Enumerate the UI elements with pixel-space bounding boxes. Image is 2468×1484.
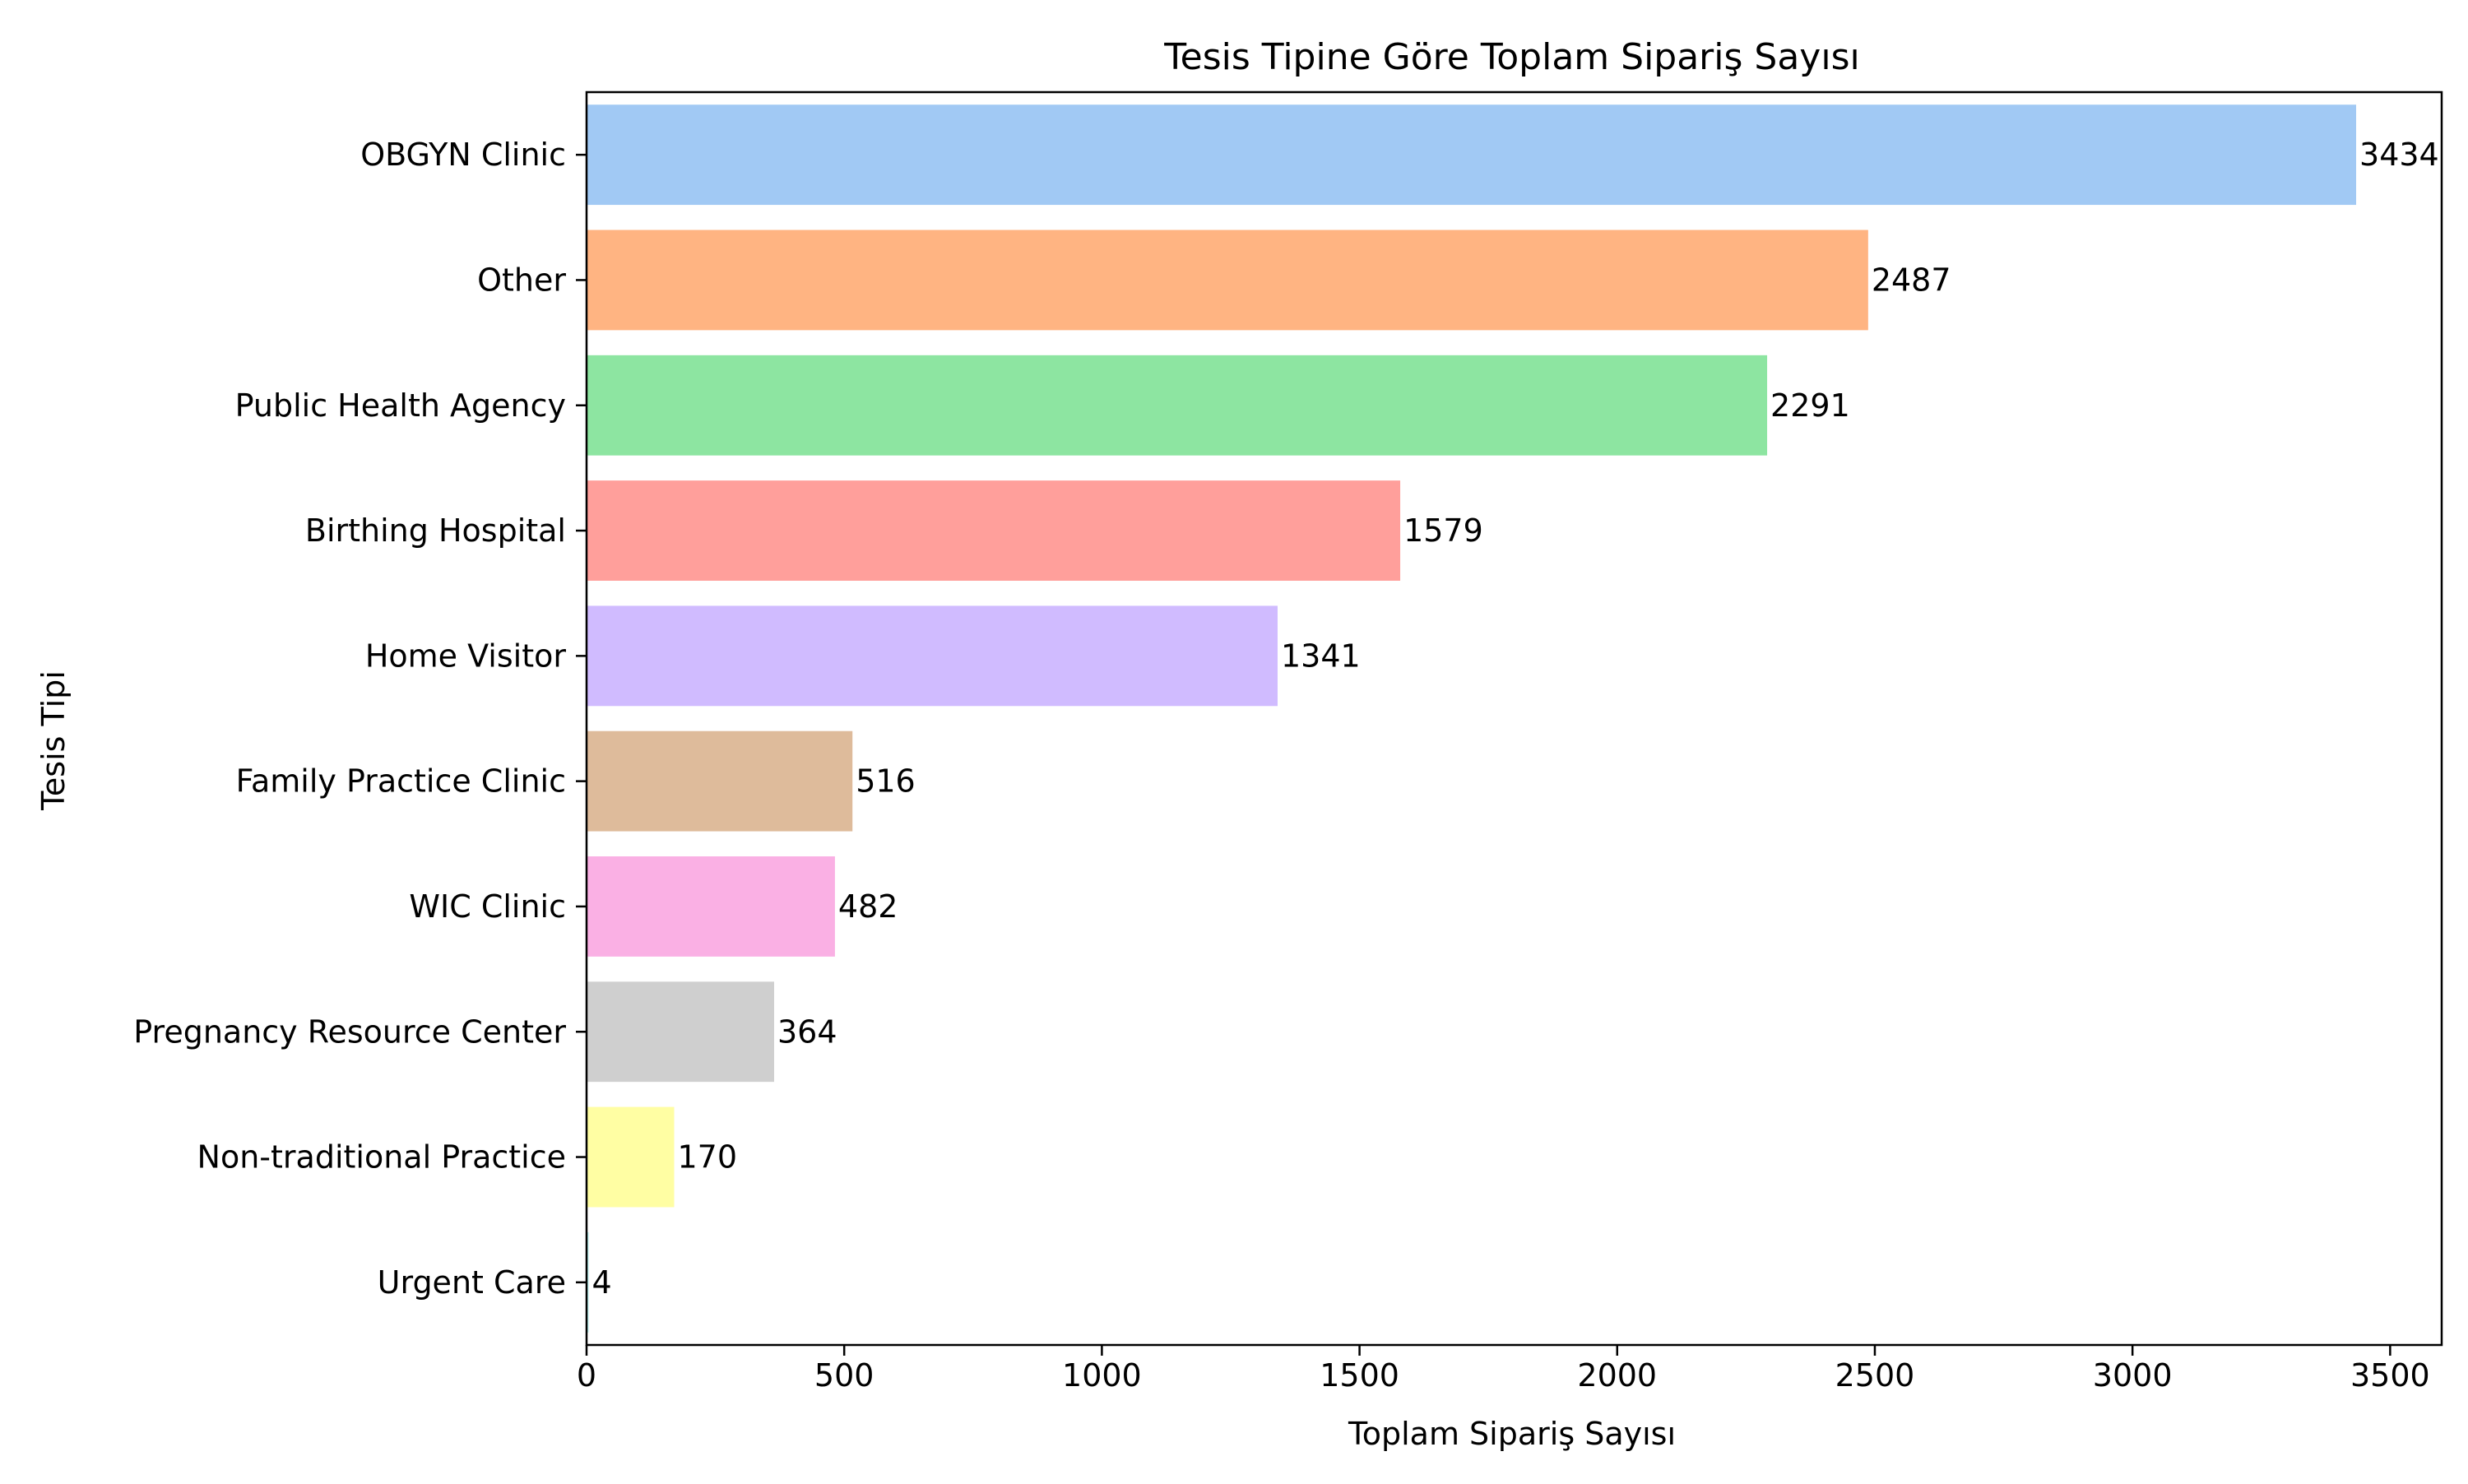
y-tick-label: Birthing Hospital [305,512,566,549]
x-tick-label: 3500 [2350,1357,2430,1394]
bar [587,104,2357,206]
data-label: 2487 [1872,262,1951,298]
bar [587,856,835,957]
data-label: 364 [777,1013,837,1050]
bar [587,730,853,832]
x-tick-label: 1000 [1062,1357,1142,1394]
x-axis-label: Toplam Sipariş Sayısı [1348,1416,1676,1452]
y-tick-label: OBGYN Clinic [360,137,566,173]
x-tick-label: 2000 [1577,1357,1657,1394]
data-label: 1579 [1403,512,1483,549]
data-label: 3434 [2359,137,2439,173]
bar [587,981,775,1083]
data-label: 2291 [1770,387,1850,424]
bar [587,355,1768,456]
data-labels-layer: 3434 2487 2291 1579 1341 516 482 364 170 4 [592,137,2439,1301]
bar [587,1231,589,1333]
y-tick-label: Home Visitor [365,638,567,674]
y-tick-label: Public Health Agency [235,387,566,424]
y-tick-label: WIC Clinic [409,888,566,925]
x-tick-label: 1500 [1320,1357,1399,1394]
chart-title: Tesis Tipine Göre Toplam Sipariş Sayısı [1163,36,1859,78]
x-tick-label: 3000 [2093,1357,2173,1394]
y-tick-label: Family Practice Clinic [236,763,566,800]
bars-layer [587,104,2357,1333]
data-label: 482 [838,888,898,925]
data-label: 1341 [1281,638,1361,674]
y-tick-label: Non-traditional Practice [197,1139,566,1176]
data-label: 516 [856,763,916,800]
y-axis-label: Tesis Tipi [35,670,72,811]
bar [587,480,1401,581]
data-label: 4 [592,1264,612,1301]
bar [587,1106,675,1208]
y-tick-label: Pregnancy Resource Center [133,1013,566,1050]
x-tick-label: 500 [814,1357,874,1394]
y-axis: OBGYN Clinic Other Public Health Agency Bir… [133,137,587,1301]
bar [587,230,1868,331]
bar [587,605,1278,707]
x-tick-label: 0 [577,1357,596,1394]
x-axis: 0 500 1000 1500 2000 2500 3000 3500 [577,1345,2430,1394]
y-tick-label: Urgent Care [378,1264,566,1301]
plot-frame [585,90,2443,1347]
x-tick-label: 2500 [1835,1357,1915,1394]
data-label: 170 [677,1139,737,1176]
y-tick-label: Other [477,262,566,298]
